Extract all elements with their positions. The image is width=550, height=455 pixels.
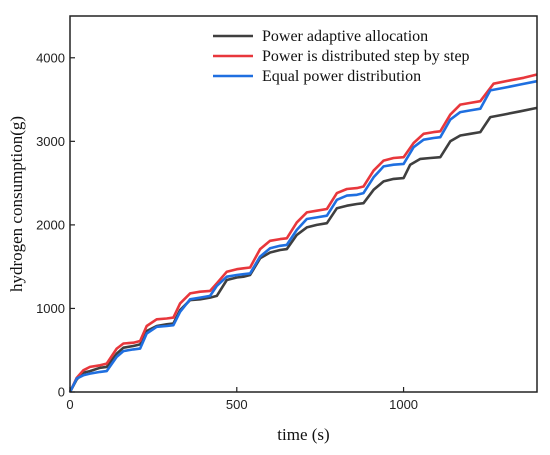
x-tick-label: 1000 (389, 397, 418, 412)
legend: Power adaptive allocation Power is distri… (213, 28, 470, 85)
x-tick-label: 500 (226, 397, 248, 412)
y-tick-label: 3000 (36, 134, 65, 149)
legend-label-1: Power adaptive allocation (262, 28, 428, 45)
series-line-1 (68, 106, 538, 393)
x-tick-label: 0 (66, 397, 73, 412)
plot-frame (69, 15, 538, 393)
y-tick-label: 2000 (36, 217, 65, 232)
series-layer (68, 73, 538, 393)
x-axis-label: time (s) (277, 425, 329, 444)
y-axis-label: hydrogen consumption(g) (7, 116, 26, 292)
legend-label-2: Power is distributed step by step (262, 48, 470, 65)
legend-label-3: Equal power distribution (262, 68, 421, 85)
series-line-3 (68, 79, 538, 393)
series-line-2 (68, 73, 538, 393)
y-tick-label: 4000 (36, 50, 65, 65)
y-tick-label: 1000 (36, 301, 65, 316)
ticks-layer: 0 500 1000 0 1000 2000 3000 4000 (36, 50, 418, 412)
y-tick-label: 0 (58, 385, 65, 400)
